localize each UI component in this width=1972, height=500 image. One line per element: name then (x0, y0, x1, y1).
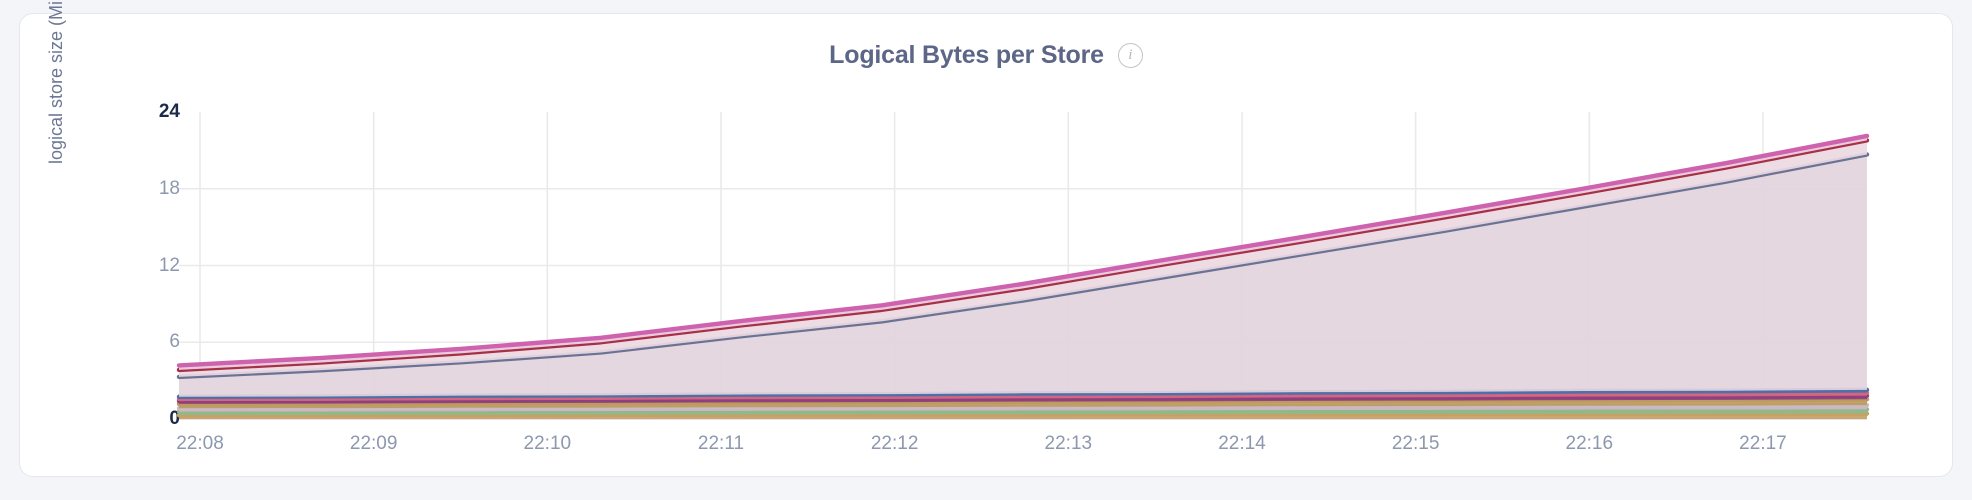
x-axis-tick-label: 22:12 (870, 433, 919, 454)
y-axis-tick-label: 0 (169, 408, 180, 429)
line-series-store-10[interactable] (176, 133, 1870, 368)
y-axis-tick-label: 6 (169, 331, 180, 353)
stacked-area-chart[interactable] (20, 14, 1954, 476)
chart-header: Logical Bytes per Store i (20, 41, 1952, 70)
info-icon[interactable]: i (1117, 43, 1143, 68)
x-axis-tick-label: 22:14 (1218, 433, 1266, 454)
y-axis-tick-label: 24 (158, 101, 180, 122)
x-axis-tick-label: 22:15 (1391, 433, 1440, 454)
x-axis-tick-label: 22:17 (1739, 433, 1787, 454)
x-axis-tick-label: 22:16 (1565, 433, 1614, 454)
x-axis-ticks: 22:08 22:09 22:10 22:11 22:12 22:13 22:14 22:15… (20, 433, 1954, 463)
x-axis-tick-label: 22:09 (349, 433, 398, 454)
x-axis-tick-label: 22:10 (523, 433, 572, 454)
chart-card: Logical Bytes per Store i logical store … (19, 0, 1954, 477)
chart-plot-area: logical store size (MiB) 0 6 12 18 24 22:08 2… (20, 0, 1954, 476)
y-axis-tick-label: 12 (158, 254, 180, 276)
x-axis-tick-label: 22:13 (1044, 433, 1093, 454)
page-title: Logical Bytes per Store (829, 41, 1104, 69)
y-axis-ticks: 0 6 12 18 24 (80, 14, 180, 476)
x-axis-tick-label: 22:11 (697, 433, 745, 454)
area-series-store-8[interactable] (179, 154, 1867, 397)
x-axis-tick-label: 22:08 (176, 433, 224, 454)
y-axis-tick-label: 18 (158, 177, 180, 199)
